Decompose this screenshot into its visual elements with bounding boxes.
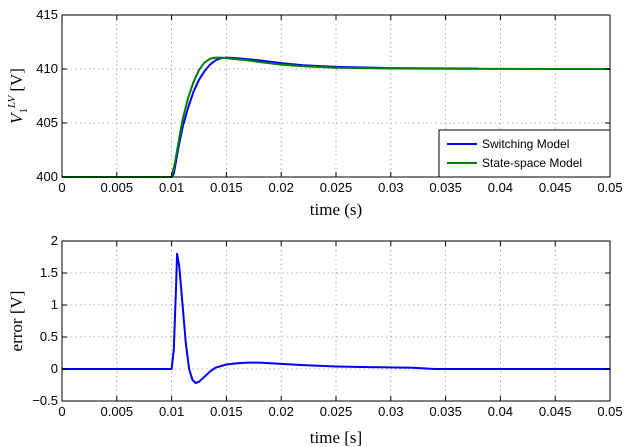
x-tick-label: 0.025 <box>320 180 353 195</box>
x-tick-label: 0.03 <box>378 404 403 419</box>
bottom-ticks <box>61 240 611 402</box>
x-tick-label: 0.035 <box>429 180 462 195</box>
x-tick-label: 0.04 <box>488 180 513 195</box>
switching-model-line <box>62 56 479 178</box>
top-y-axis-label-superscript: LV <box>6 94 18 109</box>
top-y-axis-label: V1LV [V] <box>6 68 30 124</box>
x-tick-label: 0.005 <box>101 404 134 419</box>
y-tick-label: 0.5 <box>40 329 58 344</box>
top-y-axis-label-symbol: V <box>7 111 26 124</box>
legend-label-switching-model: Switching Model <box>482 137 569 151</box>
top-grid <box>62 15 610 177</box>
x-tick-label: 0 <box>58 404 65 419</box>
bottom-series-lines <box>62 252 610 385</box>
y-tick-label: 2 <box>51 233 58 248</box>
y-tick-label: 1 <box>51 297 58 312</box>
x-tick-label: 0.045 <box>539 180 572 195</box>
legend: Switching Model State-space Model <box>438 129 611 178</box>
y-tick-label: 1.5 <box>40 265 58 280</box>
x-tick-label: 0.02 <box>269 404 294 419</box>
x-tick-label: 0.05 <box>597 404 622 419</box>
x-tick-label: 0.025 <box>320 404 353 419</box>
y-tick-label: 400 <box>36 169 58 184</box>
x-tick-label: 0.015 <box>210 180 243 195</box>
bottom-chart: 0 0.005 0.01 0.015 0.02 0.025 0.03 0.035 0.04 0.0… <box>7 233 623 447</box>
x-tick-label: 0 <box>58 180 65 195</box>
state-space-model-line <box>62 56 610 178</box>
top-tick-labels: 0 0.005 0.01 0.015 0.02 0.025 0.03 0.035 0.04 0.0… <box>36 7 622 195</box>
top-chart: 0 0.005 0.01 0.015 0.02 0.025 0.03 0.035 0.04 0.0… <box>6 7 623 219</box>
x-tick-label: 0.01 <box>159 404 184 419</box>
top-y-axis-label-unit: [V] <box>7 68 26 92</box>
bottom-x-axis-label: time [s] <box>310 428 362 447</box>
bottom-y-axis-label: error [V] <box>7 291 26 352</box>
bottom-grid <box>62 241 610 401</box>
top-ticks <box>61 14 611 178</box>
x-tick-label: 0.035 <box>429 404 462 419</box>
top-x-axis-label: time (s) <box>310 200 362 219</box>
x-tick-label: 0.02 <box>269 180 294 195</box>
y-tick-label: 415 <box>36 7 58 22</box>
x-tick-label: 0.03 <box>378 180 403 195</box>
y-tick-label: 410 <box>36 61 58 76</box>
y-tick-label: 405 <box>36 115 58 130</box>
x-tick-label: 0.01 <box>159 180 184 195</box>
top-series-lines <box>62 56 610 178</box>
y-tick-label: 0 <box>51 361 58 376</box>
x-tick-label: 0.045 <box>539 404 572 419</box>
legend-label-state-space-model: State-space Model <box>482 156 582 170</box>
bottom-tick-labels: 0 0.005 0.01 0.015 0.02 0.025 0.03 0.035 0.04 0.0… <box>32 233 622 419</box>
top-y-axis-label-subscript: 1 <box>18 108 30 114</box>
x-tick-label: 0.005 <box>101 180 134 195</box>
y-tick-label: −0.5 <box>32 393 58 408</box>
x-tick-label: 0.05 <box>597 180 622 195</box>
x-tick-label: 0.015 <box>210 404 243 419</box>
x-tick-label: 0.04 <box>488 404 513 419</box>
legend-box <box>438 129 611 178</box>
error-line <box>62 252 610 385</box>
